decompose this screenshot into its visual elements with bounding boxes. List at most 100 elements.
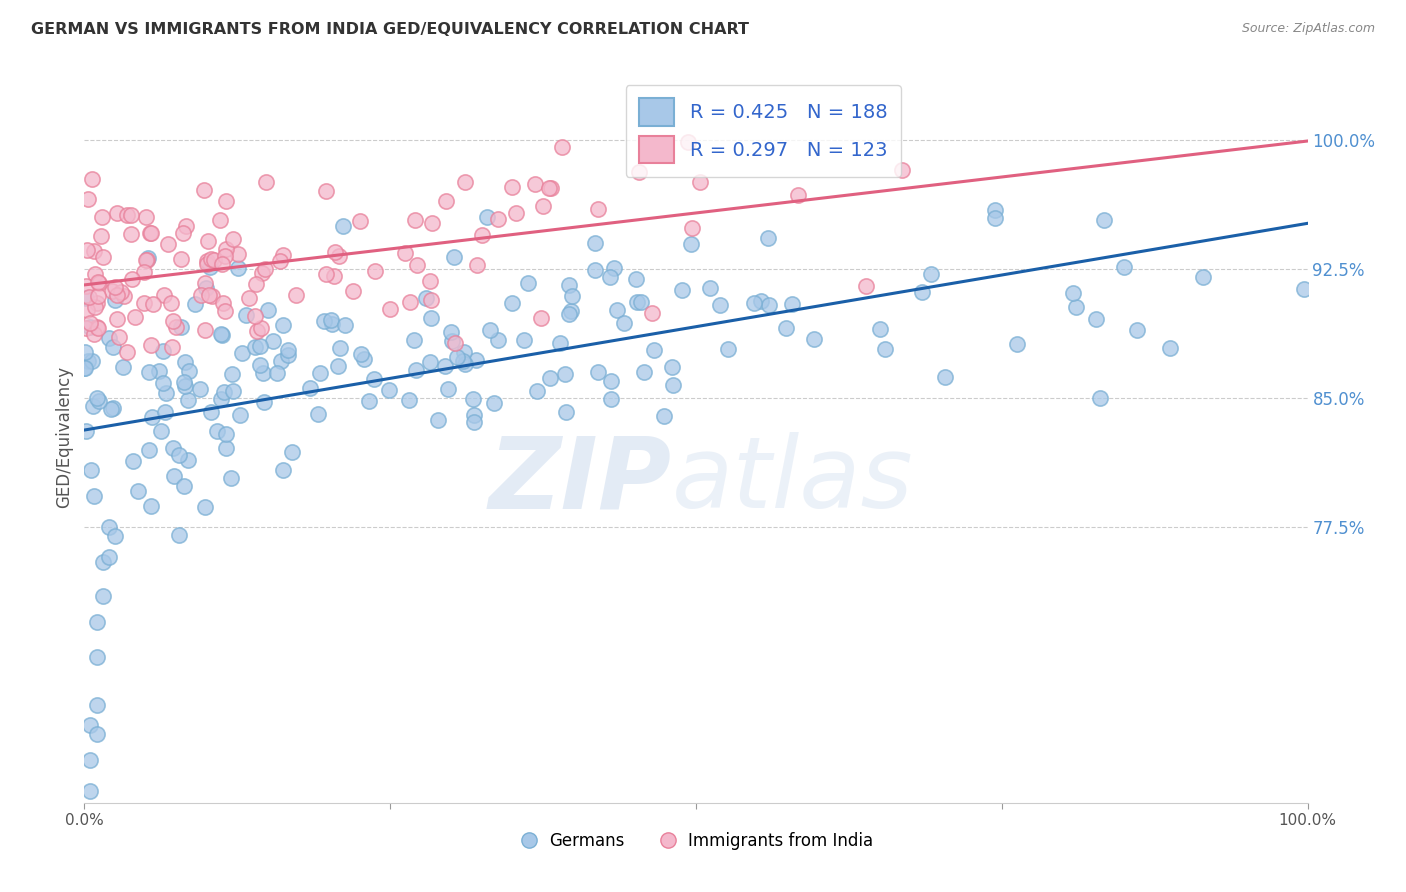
Point (177, 363, 200, 377)
Point (325, 245, 347, 260)
Point (540, 181, 562, 195)
Point (475, 210, 498, 224)
Point (235, 308, 257, 322)
Point (80, 172, 103, 186)
Point (501, 180, 523, 194)
Y-axis label: GED/Equivalency: GED/Equivalency (55, 366, 73, 508)
Point (170, 252, 193, 266)
Point (558, 278, 581, 293)
Point (214, 303, 236, 318)
Point (434, 194, 457, 209)
Point (194, 277, 217, 291)
Point (530, 311, 553, 326)
Point (328, 249, 350, 263)
Point (443, 250, 465, 264)
Point (323, 268, 346, 283)
Point (214, 385, 236, 400)
Point (132, 265, 155, 279)
Point (195, 280, 218, 294)
Point (156, 237, 179, 252)
Point (551, 140, 574, 154)
Point (253, 394, 276, 409)
Point (426, 412, 449, 426)
Point (226, 247, 249, 261)
Point (364, 264, 387, 278)
Point (76, 243, 98, 257)
Point (75, 279, 97, 293)
Point (253, 262, 276, 277)
Point (82, 354, 104, 368)
Point (195, 254, 218, 268)
Point (451, 354, 474, 368)
Point (104, 529, 127, 543)
Point (73, 360, 96, 375)
Point (110, 285, 132, 299)
Point (583, 263, 606, 277)
Point (122, 454, 145, 468)
Point (86, 296, 108, 310)
Point (271, 247, 294, 261)
Point (1090, 391, 1112, 405)
Point (363, 372, 385, 386)
Point (138, 365, 160, 379)
Point (160, 296, 183, 310)
Point (419, 355, 441, 369)
Point (378, 383, 401, 397)
Point (176, 219, 198, 234)
Point (112, 289, 135, 303)
Point (97, 549, 120, 564)
Point (172, 226, 194, 240)
Point (440, 334, 463, 349)
Point (505, 205, 527, 219)
Point (1159, 341, 1181, 355)
Point (162, 441, 184, 455)
Point (326, 359, 349, 373)
Point (84, 267, 107, 281)
Point (335, 318, 357, 332)
Point (586, 202, 609, 216)
Point (420, 310, 443, 325)
Point (83, 327, 105, 342)
Point (87, 321, 110, 335)
Point (855, 279, 877, 293)
Point (165, 319, 187, 334)
Point (405, 258, 427, 272)
Point (404, 212, 426, 227)
Point (120, 208, 142, 222)
Point (471, 227, 494, 242)
Point (1092, 212, 1115, 227)
Point (315, 267, 337, 281)
Point (758, 298, 780, 312)
Point (678, 136, 700, 150)
Point (633, 366, 655, 380)
Point (86, 275, 108, 289)
Point (454, 357, 477, 371)
Point (803, 332, 825, 346)
Point (91, 589, 114, 603)
Point (73, 360, 96, 375)
Point (538, 181, 561, 195)
Point (197, 287, 219, 301)
Point (209, 212, 232, 227)
Point (461, 392, 484, 406)
Point (446, 350, 468, 364)
Point (606, 303, 628, 318)
Point (87, 276, 110, 290)
Point (194, 500, 217, 514)
Point (245, 309, 267, 323)
Point (433, 359, 456, 373)
Point (689, 175, 711, 189)
Point (641, 306, 664, 320)
Point (599, 269, 621, 284)
Point (135, 253, 157, 268)
Point (221, 471, 243, 485)
Point (717, 342, 740, 356)
Point (141, 499, 163, 513)
Point (193, 323, 215, 337)
Point (141, 297, 163, 311)
Point (79, 319, 101, 334)
Point (266, 366, 288, 380)
Point (512, 333, 534, 347)
Point (436, 382, 458, 396)
Point (628, 165, 651, 179)
